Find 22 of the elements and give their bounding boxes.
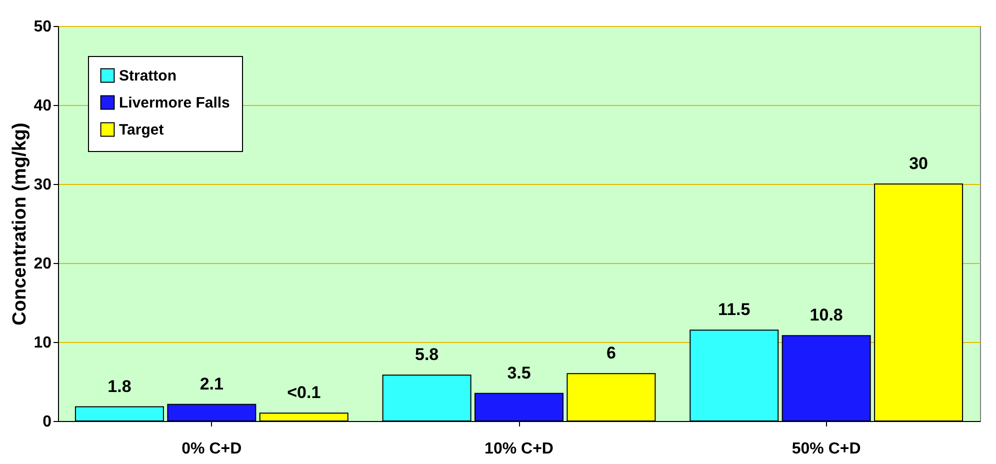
y-tick-label: 50 xyxy=(34,18,52,36)
legend-label: Stratton xyxy=(119,68,176,84)
data-label: 11.5 xyxy=(718,300,750,320)
x-tick-label: 0% C+D xyxy=(182,440,242,458)
y-tick-label: 10 xyxy=(34,334,52,352)
legend-label: Livermore Falls xyxy=(119,94,230,112)
y-axis-title: Concentration (mg/kg) xyxy=(10,122,31,326)
y-tick-label: 0 xyxy=(42,414,52,430)
y-tick-label: 40 xyxy=(34,98,52,114)
data-label: 3.5 xyxy=(507,363,531,382)
data-label: 1.8 xyxy=(108,376,132,396)
data-label: 2.1 xyxy=(200,374,224,394)
data-label: <0.1 xyxy=(287,383,321,402)
data-label: 10.8 xyxy=(810,306,843,325)
y-tick-label: 20 xyxy=(34,256,52,272)
x-tick-label: 50% C+D xyxy=(792,440,861,458)
x-tick-label: 10% C+D xyxy=(484,440,554,458)
data-label: 6 xyxy=(606,344,616,363)
data-label: 5.8 xyxy=(414,345,439,364)
legend-label: Target xyxy=(119,122,164,138)
data-label: 30 xyxy=(909,154,928,173)
y-tick-label: 30 xyxy=(34,176,52,194)
